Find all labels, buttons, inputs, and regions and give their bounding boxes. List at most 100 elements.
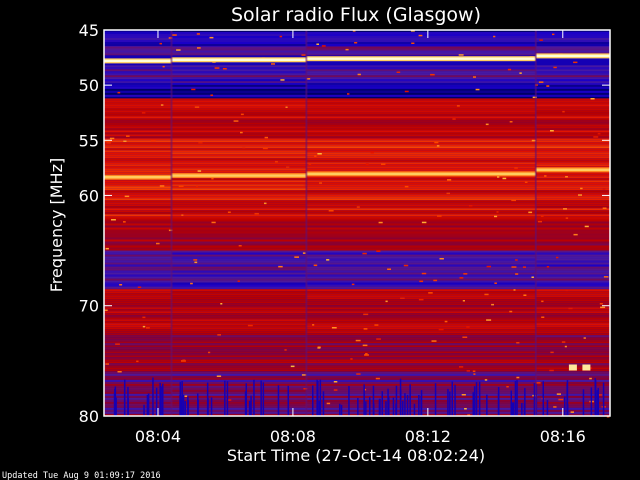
speckle [208,351,211,354]
speckle [486,319,492,321]
speckle [436,145,440,147]
speckle [565,289,568,292]
band-cell [535,311,610,314]
band-cell [535,102,610,105]
band-cell [171,395,307,398]
speckle [196,33,200,35]
band-cell [104,331,172,334]
band-cell [306,329,536,332]
band-cell [171,160,307,163]
band-cell [306,79,536,82]
band-4 [104,98,610,141]
speckle [466,326,470,328]
band-cell [104,150,172,153]
band-cell [535,407,610,410]
band-cell [535,223,610,226]
band-cell [306,140,536,143]
band-cell [104,343,172,346]
band-cell [306,262,536,265]
band-cell [171,274,307,277]
speckle [178,185,184,187]
band-cell [306,152,536,155]
streak [244,391,247,416]
band-cell [535,38,610,40]
band-cell [306,148,536,151]
band-0 [104,30,610,47]
band-cell [171,397,307,400]
x-tick-label: 08:08 [270,427,316,446]
band-cell [306,268,536,271]
band-cell [535,260,610,263]
speckle [468,204,473,207]
streak [590,387,593,416]
band-cell [104,237,172,240]
band-cell [306,98,536,101]
band-cell [171,128,307,131]
band-cell [306,65,536,68]
band-cell [306,202,536,205]
streak [378,399,381,416]
band-cell [306,144,536,147]
speckle [137,286,142,288]
band-cell [535,262,610,265]
band-cell [171,146,307,149]
band-cell [171,339,307,342]
speckle [303,388,308,390]
band-cell [306,176,536,179]
band-cell [104,401,172,404]
band-cell [306,363,536,366]
band-cell [535,138,610,141]
band-cell [171,32,307,34]
speckle [516,376,520,379]
band-cell [104,278,172,281]
speckle [197,47,201,49]
streak [399,389,402,416]
speckle [538,81,544,83]
band-cell [104,286,172,289]
band-cell [171,144,307,147]
streak [152,377,154,416]
band-cell [171,297,307,300]
band-cell [535,90,610,93]
band-cell [104,38,172,40]
band-cell [535,142,610,145]
speckle [370,151,374,154]
speckle [404,90,409,93]
band-cell [171,158,307,161]
band-cell [104,204,172,207]
speckle [507,68,512,71]
band-cell [171,116,307,119]
band-5 [104,140,610,218]
band-cell [306,214,536,217]
band-cell [535,241,610,244]
speckle [459,277,464,279]
band-cell [535,278,610,281]
band-cell [104,40,172,42]
band-cell [306,223,536,226]
speckle [196,184,199,187]
band-cell [104,329,172,332]
band-8 [104,289,610,334]
speckle [421,272,427,275]
band-cell [535,258,610,261]
band-cell [171,200,307,203]
band-cell [104,67,172,70]
band-cell [535,245,610,248]
band-cell [306,247,536,250]
band-cell [535,284,610,287]
band-cell [104,385,172,388]
band-cell [306,286,536,289]
band-cell [104,241,172,244]
streak [395,385,398,416]
band-cell [535,347,610,350]
band-cell [535,243,610,246]
band-cell [104,305,172,308]
band-cell [104,110,172,113]
band-cell [171,385,307,388]
band-cell [171,323,307,326]
speckle [491,303,494,306]
band-cell [104,180,172,183]
band-cell [104,339,172,342]
band-cell [535,176,610,179]
y-tick-label: 60 [79,186,99,205]
